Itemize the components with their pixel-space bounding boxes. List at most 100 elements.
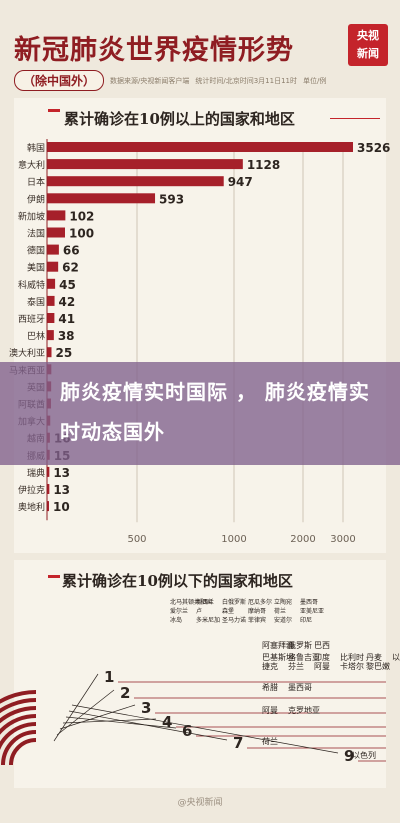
country-name: 摩纳哥 (248, 607, 266, 615)
section-marker (48, 109, 60, 112)
value-label: 1128 (247, 158, 280, 172)
leader-line (53, 673, 99, 742)
logo-line1: 央视 (357, 29, 379, 42)
category-label: 德国 (27, 245, 45, 257)
country-name: 墨西哥 (300, 599, 318, 606)
value-label: 947 (228, 175, 253, 189)
bar (47, 313, 55, 323)
category-label: 法国 (27, 228, 45, 240)
value-label: 10 (53, 500, 70, 514)
category-label: 伊拉克 (18, 484, 45, 496)
country-name: 新西兰 (196, 598, 214, 606)
x-tick-label: 3000 (330, 534, 355, 545)
fan-ring (1, 730, 37, 766)
bar (47, 244, 59, 255)
bar (47, 278, 56, 289)
country-name: 阿曼 (262, 706, 278, 715)
category-label: 泰国 (27, 296, 45, 308)
value-label: 13 (53, 466, 70, 480)
country-name: 冰岛 (170, 616, 182, 624)
value-label: 25 (56, 346, 73, 360)
headline-overlay (0, 362, 400, 465)
subtitle-row: （除中国外） 数据来源/央视新闻客户端 统计时间/北京时间3月11日11时 单位… (14, 70, 326, 91)
time-note: 统计时间/北京时间3月11日11时 (195, 76, 298, 85)
country-name: 卢 (196, 607, 202, 615)
country-name: 希腊 (262, 682, 278, 692)
country-name: 巴基斯坦 (262, 652, 294, 662)
x-tick-label: 2000 (290, 534, 315, 545)
country-name: 丹麦 (366, 652, 382, 662)
country-name: 捷克 (262, 661, 278, 671)
level-value: 7 (233, 734, 243, 752)
country-name: 格鲁吉亚 (288, 652, 320, 662)
leader-line (68, 710, 228, 741)
unit-note: 单位/例 (303, 76, 327, 85)
bar (47, 159, 243, 170)
country-name: 厄瓜多尔 (248, 598, 272, 606)
country-name: 克罗地亚 (288, 705, 320, 715)
category-label: 新加坡 (18, 210, 45, 222)
value-label: 102 (69, 209, 94, 223)
country-name: 阿塞拜疆 (262, 640, 294, 650)
country-name: 荷兰 (262, 736, 278, 746)
fan-ring (9, 738, 37, 766)
country-name: 立陶宛 (274, 598, 292, 606)
bar (47, 193, 156, 204)
bar-chart-title: 累计确诊在10例以上的国家和地区 (64, 110, 295, 128)
value-label: 66 (63, 244, 80, 258)
value-label: 62 (62, 261, 79, 275)
country-name: 菲律宾 (248, 616, 266, 624)
fan-chart-panel (14, 560, 386, 788)
bar (47, 295, 55, 306)
country-name: 圣马力诺 (222, 616, 246, 624)
country-name: 比利时 (340, 652, 364, 662)
level-value: 9 (344, 747, 354, 765)
category-label: 日本 (27, 176, 45, 188)
bar (47, 176, 224, 187)
level-value: 3 (141, 699, 151, 717)
leader-line (56, 689, 115, 736)
fan-ring (0, 698, 37, 714)
bar (47, 330, 54, 341)
value-label: 38 (58, 329, 75, 343)
bar (47, 261, 59, 272)
category-label: 意大利 (18, 159, 45, 171)
bar (47, 347, 52, 358)
x-tick-label: 1000 (221, 534, 246, 545)
fan-chart-title: 累计确诊在10例以下的国家和地区 (62, 572, 293, 590)
scope-badge: （除中国外） (14, 70, 105, 91)
country-name: 俄罗斯 (288, 640, 312, 650)
country-name: 白俄罗斯 (222, 598, 246, 606)
bar (47, 142, 353, 152)
country-name: 以色列 (352, 750, 376, 760)
country-name: 安道尔 (274, 616, 292, 624)
leader-line (71, 704, 339, 754)
x-tick-label: 500 (127, 534, 146, 545)
country-name: 森堡 (222, 607, 234, 615)
value-label: 593 (159, 192, 184, 206)
level-value: 2 (120, 684, 130, 702)
country-name: 爱尔兰 (170, 607, 188, 615)
bar (47, 484, 50, 494)
fan-ring (0, 690, 37, 704)
logo-line2: 新闻 (357, 47, 379, 60)
title-rule (330, 118, 380, 119)
fan-ring (0, 714, 37, 735)
category-label: 瑞典 (27, 467, 45, 479)
leader-line (65, 716, 177, 729)
category-label: 科威特 (18, 279, 45, 291)
bar (47, 227, 65, 238)
bar (47, 466, 50, 477)
country-name: 阿曼 (314, 662, 330, 671)
bar-chart-panel (14, 98, 386, 553)
country-name: 印尼 (300, 617, 312, 624)
category-label: 西班牙 (18, 313, 45, 325)
country-name: 巴西 (314, 641, 330, 650)
category-label: 伊朗 (27, 193, 45, 205)
country-name: 以色列 (392, 652, 400, 662)
value-label: 45 (59, 278, 76, 292)
headline-text: 肺炎疫情实时国际 ， 肺炎疫情实时动态国外 (60, 380, 370, 444)
level-value: 6 (182, 722, 192, 740)
page-title: 新冠肺炎世界疫情形势 (14, 35, 294, 66)
